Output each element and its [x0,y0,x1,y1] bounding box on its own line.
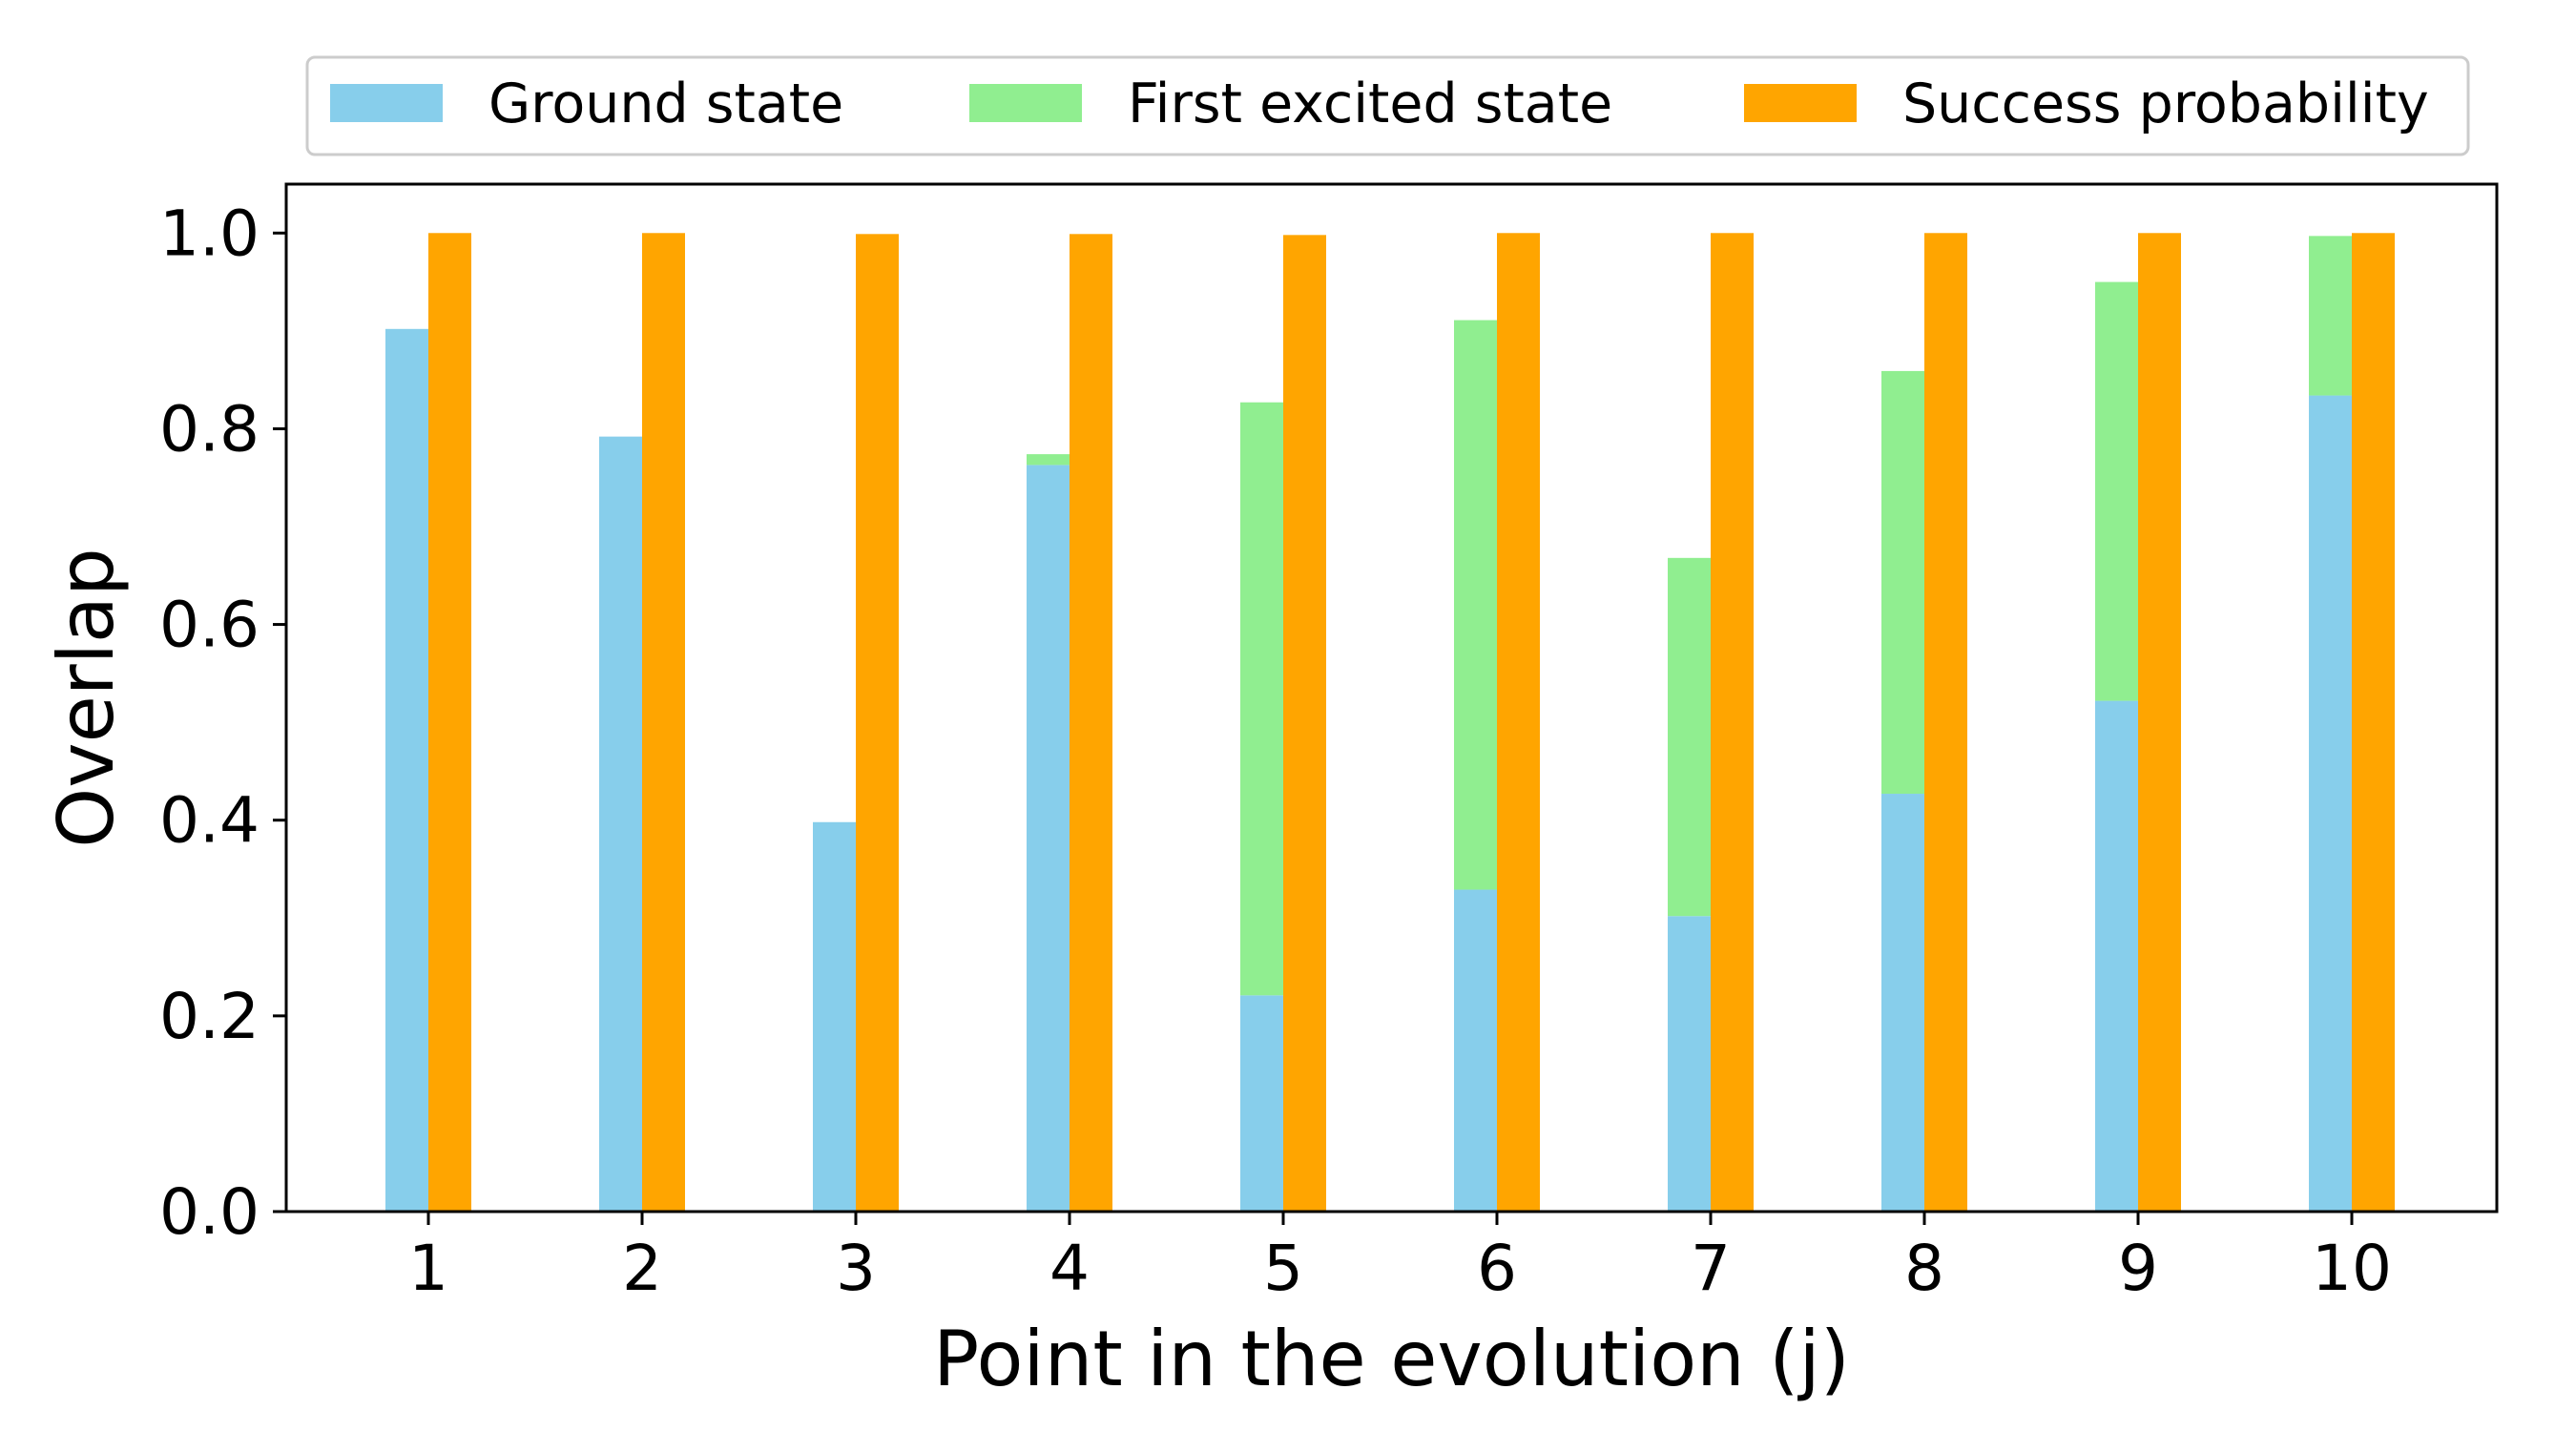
x-tick-label: 1 [408,1232,448,1305]
bar-ground-state [813,821,856,1212]
bar-success-probability [1924,233,1967,1212]
x-tick-label: 5 [1263,1232,1303,1305]
bar-first-excited-state [1454,320,1497,890]
x-tick-label: 10 [2312,1232,2392,1305]
x-tick-label: 9 [2118,1232,2158,1305]
legend-label: Success probability [1902,73,2429,135]
bar-success-probability [1070,234,1112,1213]
bar-ground-state [1668,916,1711,1212]
bars [385,233,2395,1213]
bar-success-probability [642,233,685,1212]
bar-success-probability [856,234,899,1213]
bar-first-excited-state [1881,370,1924,795]
bar-success-probability [2352,233,2395,1212]
plot-frame [284,182,2499,1213]
bar-ground-state [385,328,428,1212]
bar-success-probability [1497,233,1540,1212]
x-tick-label: 7 [1691,1232,1731,1305]
legend-box [305,55,2470,156]
bar-first-excited-state [1027,454,1070,466]
y-tick-label: 1.0 [159,197,260,270]
y-tick-label: 0.2 [159,980,260,1053]
x-tick-label: 4 [1049,1232,1090,1305]
x-axis-label: Point in the evolution (j) [933,1315,1850,1403]
legend-swatch [330,84,443,122]
y-tick-label: 0.6 [159,589,260,662]
bar-ground-state [2095,700,2138,1212]
bar-first-excited-state [1668,557,1711,917]
bar-first-excited-state [2309,236,2352,396]
bar-first-excited-state [2095,281,2138,701]
legend-swatch [969,84,1082,122]
x-tick-label: 6 [1477,1232,1517,1305]
bar-first-excited-state [1240,402,1283,996]
bar-success-probability [2138,233,2181,1212]
legend-label: Ground state [488,73,843,135]
x-tick-label: 2 [622,1232,662,1305]
legend-label: First excited state [1128,73,1612,135]
y-tick-label: 0.4 [159,784,260,858]
bar-success-probability [1711,233,1754,1212]
legend-swatch [1744,84,1857,122]
x-axis-ticks: 1 2 3 4 5 6 7 8 9 10 [408,1212,2392,1305]
y-tick-label: 0.0 [159,1175,260,1249]
bar-ground-state [1240,995,1283,1212]
bar-ground-state [1881,794,1924,1212]
bar-success-probability [428,233,471,1212]
y-tick-label: 0.8 [159,392,260,466]
x-tick-label: 3 [836,1232,876,1305]
y-axis-label: Overlap [42,548,131,847]
bar-ground-state [1454,889,1497,1212]
x-tick-label: 8 [1904,1232,1944,1305]
bar-ground-state [1027,465,1070,1212]
bar-ground-state [2309,395,2352,1212]
bar-ground-state [599,436,642,1212]
y-axis-ticks: 0.0 0.2 0.4 0.6 0.8 1.0 [159,197,286,1249]
bar-success-probability [1283,235,1326,1212]
legend: Ground state First excited state Success p… [305,55,2470,156]
